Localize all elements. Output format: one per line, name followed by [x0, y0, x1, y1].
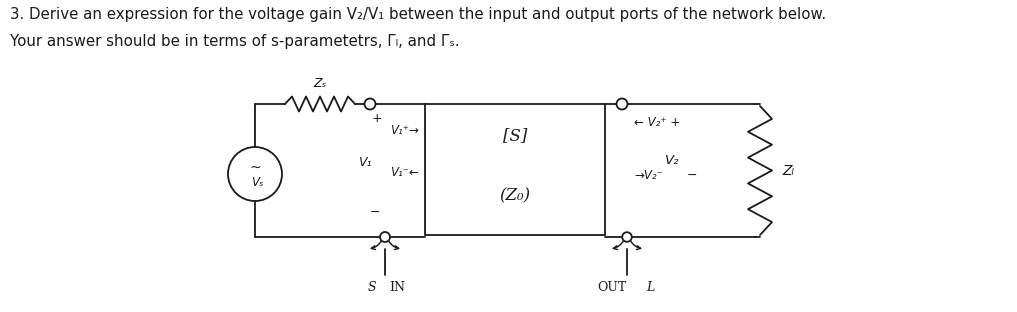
Circle shape [364, 99, 375, 110]
Text: IN: IN [388, 281, 405, 294]
Text: Vₛ: Vₛ [251, 176, 263, 188]
Circle shape [622, 232, 632, 242]
Text: +: + [371, 111, 382, 124]
Text: (Z₀): (Z₀) [499, 187, 531, 204]
Text: −: − [686, 169, 698, 182]
Text: V₁⁻←: V₁⁻← [390, 166, 419, 179]
Text: S: S [368, 281, 376, 294]
Circle shape [616, 99, 627, 110]
Text: ← V₂⁺ +: ← V₂⁺ + [634, 115, 680, 129]
Text: Zₗ: Zₗ [782, 163, 793, 178]
Text: [S]: [S] [502, 127, 527, 144]
Text: V₁⁺→: V₁⁺→ [390, 124, 419, 137]
Bar [425, 104, 605, 235]
Text: Zₛ: Zₛ [313, 77, 326, 90]
Circle shape [380, 232, 390, 242]
Text: V₁: V₁ [358, 156, 372, 169]
Text: Your answer should be in terms of s-parametetrs, Γₗ, and Γₛ.: Your answer should be in terms of s-para… [10, 34, 460, 49]
Text: 3. Derive an expression for the voltage gain V₂/V₁ between the input and output : 3. Derive an expression for the voltage … [10, 7, 826, 22]
Text: →V₂⁻: →V₂⁻ [634, 169, 663, 182]
Text: ~: ~ [249, 161, 260, 175]
Text: −: − [370, 206, 380, 218]
Text: OUT: OUT [597, 281, 626, 294]
Text: L: L [646, 281, 654, 294]
Text: V₂: V₂ [665, 154, 679, 167]
